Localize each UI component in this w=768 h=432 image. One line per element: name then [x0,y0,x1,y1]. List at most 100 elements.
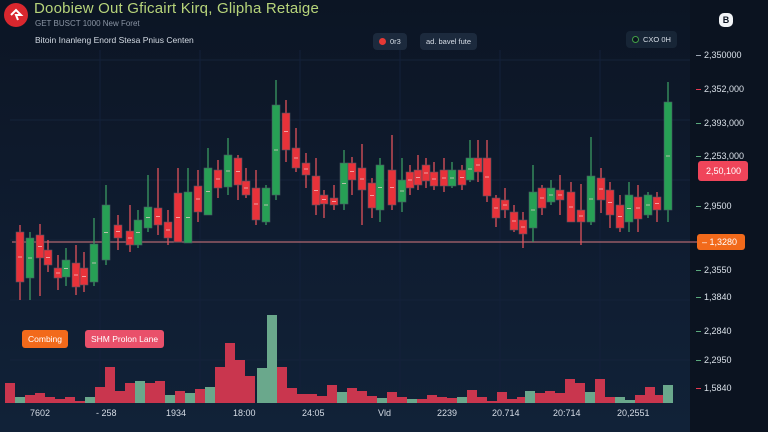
page-title: Doobiew Out Gficairt Kirq, Glipha Retaig… [34,0,319,17]
price-axis-panel [690,0,768,432]
current-price-tag: 2,50,100 [698,161,748,181]
volume-bar [663,385,673,403]
volume-bar [145,383,155,403]
axis-tick-icon [696,297,701,299]
level-filter-label: ad. bavel fute [426,37,472,46]
volume-bar [25,395,35,403]
volume-bar [507,399,517,403]
price-axis-label: 2,350000 [696,50,742,60]
app-badge-icon[interactable]: B [719,13,733,27]
volume-bar [497,392,507,403]
volume-bar [15,397,25,403]
volume-bar [195,389,205,403]
volume-bar [35,393,45,403]
volume-bar [535,393,545,403]
time-axis-label: 18:00 [233,408,256,418]
volume-bar [437,397,447,403]
time-axis-label: 2239 [437,408,458,418]
shm-label: SHM Prolon Lane [91,334,159,344]
volume-bar [215,367,225,403]
time-axis-label: 20,2551 [617,408,650,418]
price-axis-label: 2,3550 [696,265,732,275]
time-axis-label: 1934 [166,408,187,418]
volume-bar [125,383,135,403]
axis-tick-icon [696,388,701,390]
time-axis-label: Vld [378,408,392,418]
brand-logo-icon [4,3,28,27]
volume-bar [287,388,297,403]
volume-bar [545,391,555,403]
volume-bar [235,360,245,403]
volume-bar [317,396,327,403]
volume-bar [55,399,65,403]
current-price-value: 2,50,100 [706,166,742,176]
axis-tick-icon [696,89,701,91]
volume-bar [95,387,105,403]
volume-bar [115,391,125,403]
volume-bar [75,401,85,403]
volume-bar [135,381,145,403]
volume-bar [625,400,635,403]
volume-bar [175,391,185,403]
volume-bar [457,397,467,403]
volume-bar [447,398,457,403]
volume-bar [205,387,215,403]
market-subtitle: GET BUSCT 1000 New Foret [35,19,140,28]
status-pill-label: 0r3 [390,37,401,46]
volume-bar [565,379,575,403]
volume-bar [417,399,427,403]
level-filter-button[interactable]: ad. bavel fute [420,33,478,50]
axis-tick-icon [696,123,701,125]
timeframe-pill-button[interactable]: CXO 0H [626,31,677,48]
volume-bar [45,397,55,403]
red-status-dot-icon [379,38,386,45]
volume-bar [397,397,407,403]
price-axis-label: 2,352,000 [696,84,744,94]
volume-bar [467,390,477,403]
volume-bar [595,379,605,403]
axis-tick-icon [696,331,701,333]
time-axis-label: 24:05 [302,408,325,418]
volume-bar [337,392,347,403]
volume-bar [487,401,497,403]
volume-bar [525,391,535,403]
app-badge-glyph: B [722,15,730,25]
volume-bar [327,385,337,403]
price-axis-label: 2,2950 [696,355,732,365]
volume-bar [655,395,665,403]
volume-bar [575,383,585,403]
combing-label: Combing [28,334,63,344]
time-axis-label: 7602 [30,408,51,418]
volume-bar [615,397,625,403]
hline-price-tag[interactable]: – 1,3280 [697,234,745,250]
volume-bar [367,396,377,403]
axis-tick-icon [696,206,701,208]
status-pill-button[interactable]: 0r3 [373,33,407,50]
volume-bar [105,367,115,403]
hline-price-value: – 1,3280 [702,237,738,247]
market-description: Bitoin Inanleng Enord Stesa Pnius Centen [35,35,194,45]
volume-bar [605,397,615,403]
volume-bar [555,393,565,403]
green-status-dot-icon [632,36,639,43]
volume-bar [645,387,655,403]
axis-tick-icon [696,270,701,272]
volume-bar [165,395,175,403]
price-axis-label: 1,3840 [696,292,732,302]
volume-bar [347,388,357,403]
time-axis-label: 20:714 [553,408,581,418]
time-axis-label: - 258 [96,408,117,418]
volume-bar [267,315,277,403]
volume-bar [225,343,235,403]
volume-bar [307,394,317,403]
volume-bar [257,368,267,403]
volume-bar [585,392,595,403]
volume-bar [185,393,195,403]
volume-bar [387,392,397,403]
timeframe-label: CXO 0H [643,35,671,44]
shm-indicator-badge[interactable]: SHM Prolon Lane [85,330,165,348]
combing-indicator-badge[interactable]: Combing [22,330,69,348]
price-axis-label: 2,9500 [696,201,732,211]
price-axis-label: 1,5840 [696,383,732,393]
